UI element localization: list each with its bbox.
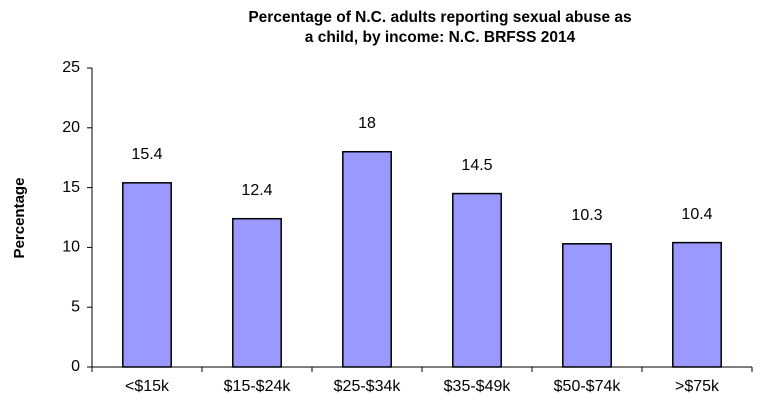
x-tick-label: >$75k [675, 378, 720, 395]
bar [342, 150, 392, 368]
data-label: 12.4 [241, 182, 272, 199]
y-axis-label: Percentage [11, 178, 28, 259]
chart-title: a child, by income: N.C. BRFSS 2014 [305, 29, 576, 46]
data-label: 18 [358, 115, 376, 132]
data-label: 10.4 [681, 206, 712, 223]
x-tick-label: $50-$74k [554, 378, 622, 395]
x-tick-label: $35-$49k [444, 378, 512, 395]
y-tick-label: 0 [71, 358, 80, 375]
data-label: 10.3 [571, 207, 602, 224]
y-tick-label: 25 [62, 59, 80, 76]
x-tick-label: $25-$34k [334, 378, 402, 395]
y-tick-label: 5 [71, 298, 80, 315]
x-tick-label: <$15k [125, 378, 170, 395]
bar [122, 182, 172, 368]
bar [672, 241, 722, 368]
y-tick-label: 20 [62, 119, 80, 136]
bar [452, 192, 502, 368]
y-tick-label: 15 [62, 179, 80, 196]
data-label: 15.4 [131, 146, 162, 163]
x-tick-label: $15-$24k [224, 378, 292, 395]
bar [562, 243, 612, 368]
data-label: 14.5 [461, 157, 492, 174]
chart-title: Percentage of N.C. adults reporting sexu… [248, 9, 631, 26]
bar [232, 217, 282, 368]
y-tick-label: 10 [62, 239, 80, 256]
